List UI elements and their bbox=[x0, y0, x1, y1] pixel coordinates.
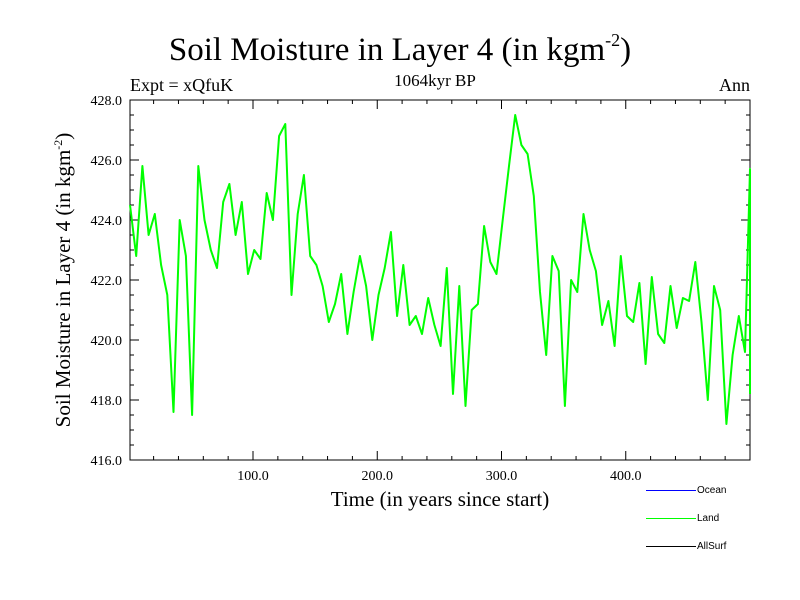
legend-swatch-allsurf bbox=[646, 546, 696, 547]
experiment-label: Expt = xQfuK bbox=[130, 75, 234, 95]
plot-area: 416.0 418.0 420.0 422.0 424.0 426.0 428.0 100.0… bbox=[91, 94, 751, 484]
legend: Ocean Land AllSurf bbox=[646, 484, 766, 564]
legend-swatch-land bbox=[646, 518, 696, 519]
y-axis-label-superscript: -2 bbox=[51, 140, 65, 150]
x-tick-label: 200.0 bbox=[362, 469, 394, 484]
svg-text:Soil Moisture in Layer 4 (in k: Soil Moisture in Layer 4 (in kgm-2) bbox=[51, 133, 75, 428]
legend-item-ocean: Ocean bbox=[646, 484, 766, 498]
y-axis-label-main: Soil Moisture in Layer 4 (in kgm bbox=[51, 150, 75, 428]
series-line-land bbox=[129, 114, 751, 425]
legend-swatch-ocean bbox=[646, 490, 696, 491]
x-axis-label: Time (in years since start) bbox=[330, 487, 550, 511]
x-tick-label: 300.0 bbox=[486, 469, 518, 484]
chart-title-superscript: -2 bbox=[605, 30, 621, 50]
y-tick-label: 428.0 bbox=[91, 94, 123, 109]
x-tick-label: 400.0 bbox=[610, 469, 642, 484]
legend-item-allsurf: AllSurf bbox=[646, 540, 766, 554]
chart-title: Soil Moisture in Layer 4 (in kgm-2) bbox=[0, 30, 800, 70]
y-tick-label: 426.0 bbox=[91, 154, 123, 169]
legend-label-land: Land bbox=[697, 513, 720, 524]
season-label: Ann bbox=[719, 75, 750, 95]
y-tick-label: 424.0 bbox=[91, 214, 123, 229]
x-tick-label: 100.0 bbox=[237, 469, 269, 484]
y-tick-label: 416.0 bbox=[91, 454, 123, 469]
legend-label-ocean: Ocean bbox=[697, 485, 727, 496]
y-axis-label-close: ) bbox=[51, 133, 75, 140]
y-tick-label: 420.0 bbox=[91, 334, 123, 349]
chart-title-close: ) bbox=[620, 32, 632, 68]
legend-item-land: Land bbox=[646, 512, 766, 526]
y-axis-label: Soil Moisture in Layer 4 (in kgm-2) bbox=[51, 133, 75, 428]
y-tick-label: 418.0 bbox=[91, 394, 123, 409]
period-label: 1064kyr BP bbox=[394, 71, 476, 90]
y-tick-label: 422.0 bbox=[91, 274, 123, 289]
plot-frame bbox=[129, 99, 751, 461]
chart-title-main: Soil Moisture in Layer 4 (in kgm bbox=[168, 32, 606, 68]
legend-label-allsurf: AllSurf bbox=[697, 541, 727, 552]
